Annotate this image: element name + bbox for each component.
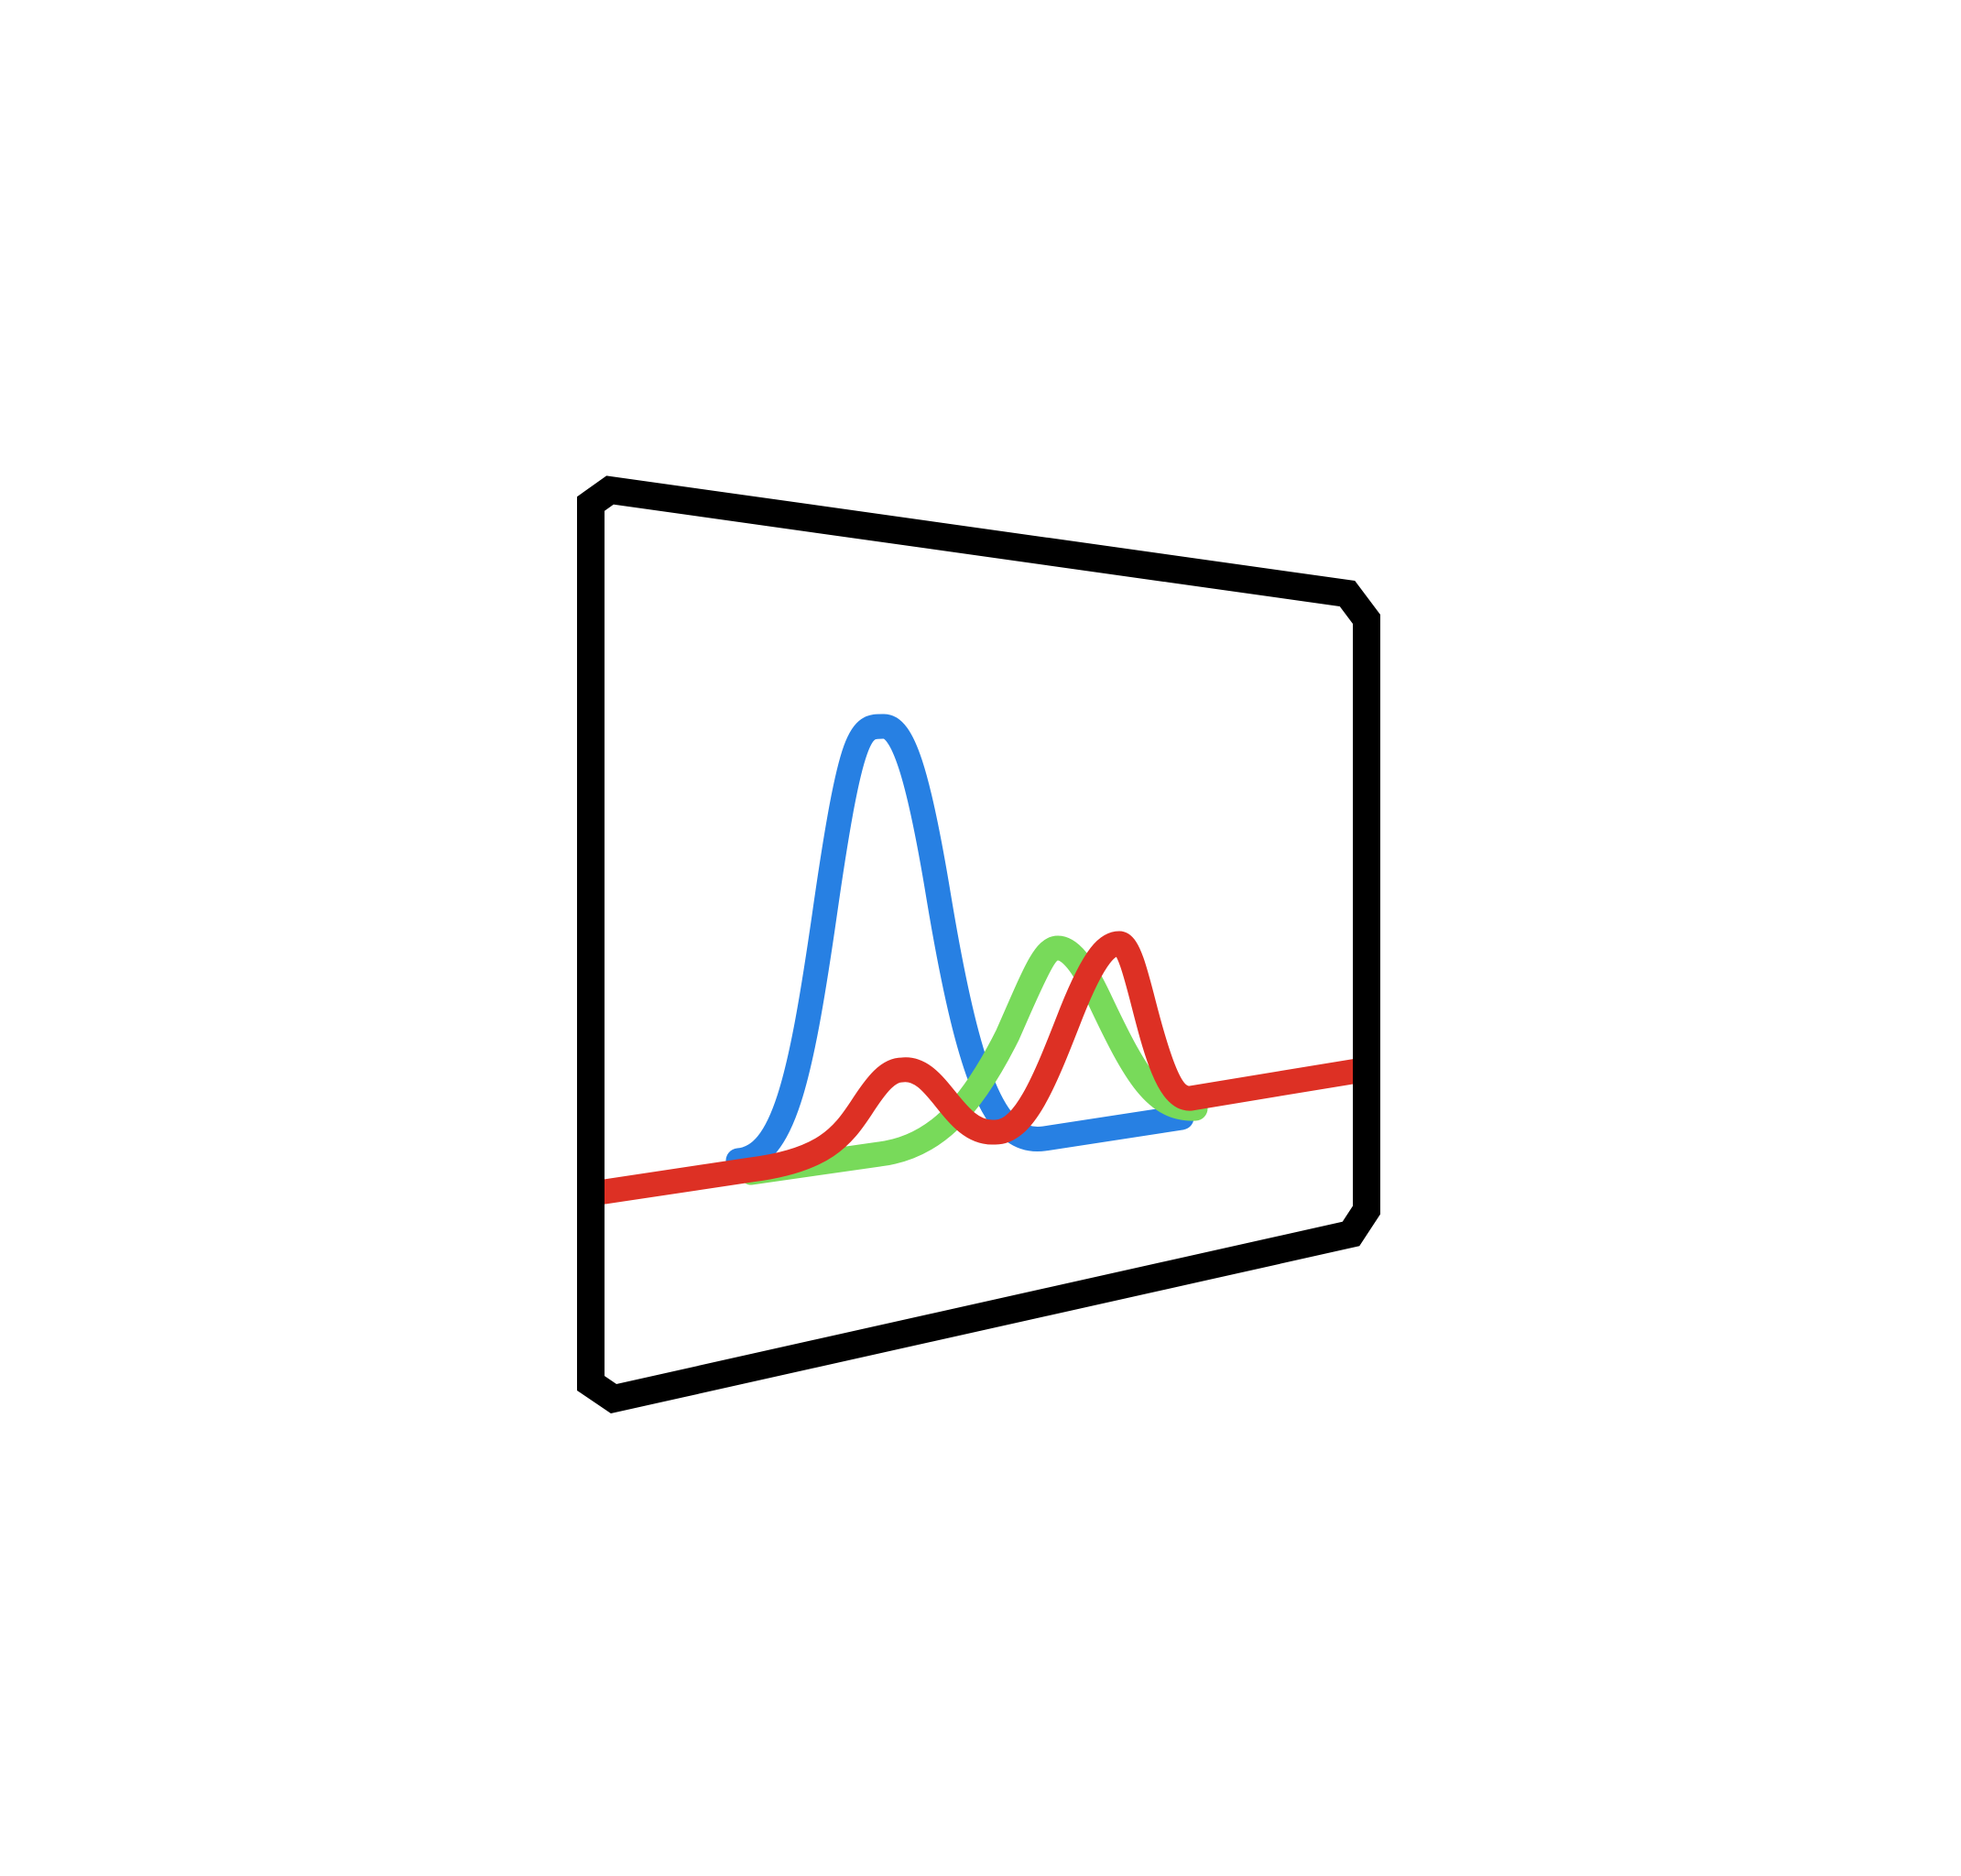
- red-spectrum-curve: [605, 931, 1354, 1213]
- spectrum-curves: [605, 714, 1354, 1213]
- monitor-frame: [577, 475, 1380, 1414]
